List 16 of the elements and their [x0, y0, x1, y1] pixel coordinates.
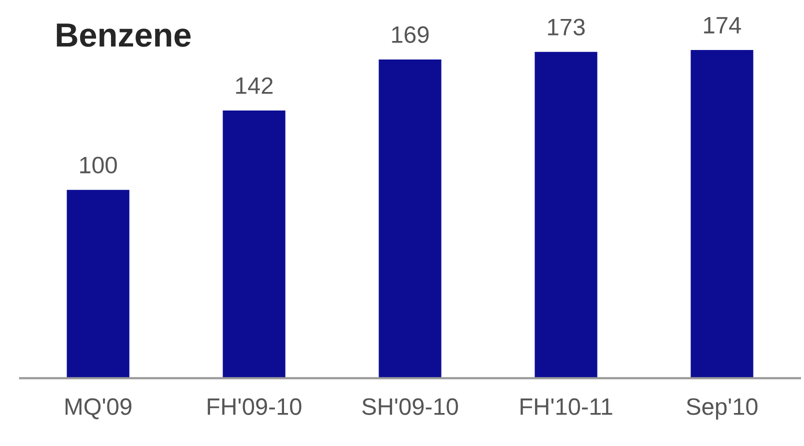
data-label: 174	[704, 17, 741, 34]
bar	[221, 109, 287, 378]
data-label: 142	[236, 77, 273, 94]
x-tick-label: FH'09-10	[208, 398, 302, 415]
data-label: 173	[548, 18, 585, 36]
bar	[65, 188, 131, 378]
data-label: 100	[80, 156, 117, 174]
x-tick-label: MQ'09	[66, 398, 132, 420]
chart-title: Benzene	[56, 24, 191, 47]
bar	[689, 48, 755, 378]
x-tick-label: FH'10-11	[520, 398, 612, 415]
x-tick-label: SH'09-10	[362, 398, 458, 415]
x-tick-label: Sep'10	[686, 398, 758, 420]
data-label: 169	[392, 26, 429, 44]
bar	[377, 58, 443, 378]
bar	[533, 50, 599, 378]
